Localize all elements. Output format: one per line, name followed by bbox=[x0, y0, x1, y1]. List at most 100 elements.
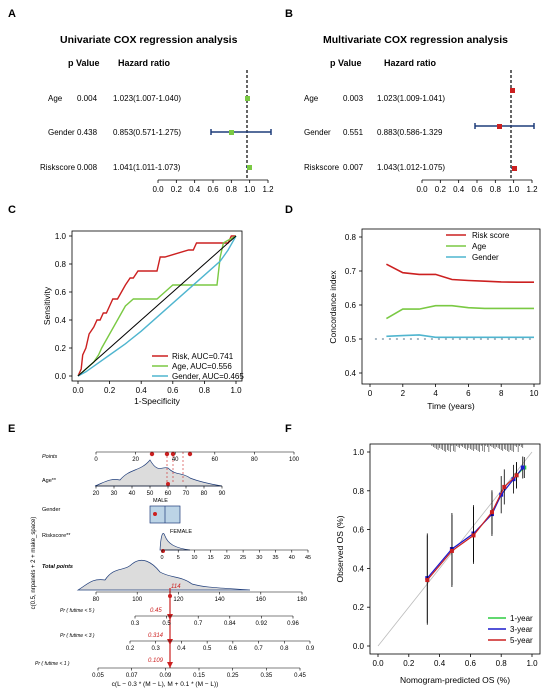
x-tick-label: 0.8 bbox=[199, 386, 211, 395]
riskscore-tick-label: 15 bbox=[208, 555, 214, 561]
x-tick-label: 8 bbox=[499, 389, 504, 398]
x-tick-label: 0.6 bbox=[167, 386, 179, 395]
riskscore-tick-label: 45 bbox=[305, 555, 311, 561]
panel-a-title: Univariate COX regression analysis bbox=[60, 34, 238, 46]
y-tick-label: 0.2 bbox=[353, 603, 365, 612]
y-tick-label: 0.8 bbox=[55, 260, 67, 269]
legend-label-gender: Gender, AUC=0.465 bbox=[172, 372, 244, 381]
gender-label-female: FEMALE bbox=[170, 529, 192, 535]
panel-a-row-p: 0.004 bbox=[77, 94, 98, 103]
riskscore-tick-label: 35 bbox=[272, 555, 278, 561]
panel-label-b: B bbox=[285, 8, 293, 20]
calibration-5year-point bbox=[489, 510, 494, 515]
calibration-5year-line bbox=[426, 474, 518, 581]
y-tick-label: 0.8 bbox=[345, 233, 357, 242]
row-label-riskscore: Riskscore** bbox=[42, 533, 71, 539]
y-tick-label: 0.4 bbox=[55, 316, 67, 325]
row-label-points: Points bbox=[42, 454, 58, 460]
panel-b-col-p: p Value bbox=[330, 58, 362, 68]
x-tick-label: 0.4 bbox=[189, 185, 201, 194]
x-tick-label: 4 bbox=[433, 389, 438, 398]
panel-c-legend: Risk, AUC=0.741 Age, AUC=0.556 Gender, A… bbox=[152, 352, 244, 381]
panel-f-ylabel: Observed OS (%) bbox=[335, 515, 345, 582]
points-tick-label: 20 bbox=[132, 457, 139, 463]
pr5-tick-label: 0.92 bbox=[256, 621, 268, 627]
pr5-tick-label: 0.5 bbox=[162, 621, 171, 627]
x-tick-label: 1.0 bbox=[508, 185, 520, 194]
pr3-tick-label: 0.7 bbox=[254, 646, 263, 652]
y-tick-label: 0.7 bbox=[345, 267, 357, 276]
x-tick-label: 0.2 bbox=[171, 185, 183, 194]
roc-line-gender bbox=[77, 235, 237, 377]
y-tick-label: 0.8 bbox=[353, 487, 365, 496]
panel-b-point-risk bbox=[512, 166, 517, 171]
calibration-5year-point bbox=[449, 548, 454, 553]
panel-e-ylabel: c(0.5, nrpanels + 2 + make_space) bbox=[31, 517, 37, 610]
panel-d-legend: Risk score Age Gender bbox=[446, 231, 510, 262]
panel-e-nomogram: c(0.5, nrpanels + 2 + make_space) c(L − … bbox=[31, 451, 315, 688]
pr5-value: 0.45 bbox=[150, 608, 162, 614]
panel-e-xlabel: c(L − 0.3 * (M − L), M + 0.1 * (M − L)) bbox=[112, 681, 219, 688]
x-tick-label: 1.0 bbox=[526, 659, 538, 668]
panel-d-ylabel: Concordance index bbox=[328, 270, 338, 344]
panel-a-row-hr: 1.023(1.007-1.040) bbox=[113, 94, 182, 103]
panel-b-point-gender bbox=[497, 124, 502, 129]
x-tick-label: 0.8 bbox=[226, 185, 238, 194]
panel-label-f: F bbox=[285, 423, 292, 435]
total-tick-label: 120 bbox=[173, 597, 184, 603]
panel-f-legend: 1-year 3-year 5-year bbox=[488, 614, 533, 645]
panel-label-c: C bbox=[8, 204, 16, 216]
panel-a-point-risk bbox=[247, 165, 252, 170]
point-marker bbox=[187, 451, 193, 457]
riskscore-tick-label: 30 bbox=[256, 555, 262, 561]
y-tick-label: 0.2 bbox=[55, 344, 67, 353]
riskscore-tick-label: 20 bbox=[224, 555, 230, 561]
x-tick-label: 1.2 bbox=[526, 185, 538, 194]
panel-a-row-hr: 0.853(0.571-1.275) bbox=[113, 128, 182, 137]
diagonal-line bbox=[77, 235, 237, 377]
pr5-tick-label: 0.7 bbox=[194, 621, 203, 627]
y-tick-label: 0.6 bbox=[345, 301, 357, 310]
panel-b-row-hr: 1.043(1.012-1.075) bbox=[377, 163, 446, 172]
panel-b-row-hr: 1.023(1.009-1.041) bbox=[377, 94, 446, 103]
pr3-tick-label: 0.4 bbox=[177, 646, 186, 652]
panel-f-calibration-chart: 0.0 0.2 0.4 0.6 0.8 1.0 0.0 0.2 0.4 0.6 0.8 1.0 Nom… bbox=[335, 443, 541, 685]
pr1-value: 0.109 bbox=[148, 658, 164, 664]
x-tick-label: 6 bbox=[466, 389, 471, 398]
panel-a-row-name: Gender bbox=[48, 128, 75, 137]
pr1-tick-label: 0.15 bbox=[193, 673, 205, 679]
x-tick-label: 0.4 bbox=[136, 386, 148, 395]
pr1-tick-label: 0.35 bbox=[260, 673, 272, 679]
age-density bbox=[94, 459, 223, 487]
age-tick-label: 80 bbox=[201, 491, 208, 497]
age-tick-label: 60 bbox=[165, 491, 172, 497]
cindex-line-riskscore bbox=[386, 263, 534, 283]
calibration-5year-point bbox=[425, 578, 430, 583]
total-tick-label: 100 bbox=[132, 597, 143, 603]
panel-label-d: D bbox=[285, 204, 293, 216]
calibration-5year-point bbox=[502, 484, 507, 489]
pr3-tick-label: 0.3 bbox=[152, 646, 161, 652]
panel-b-title: Multivariate COX regression analysis bbox=[323, 34, 508, 46]
age-tick-label: 70 bbox=[183, 491, 190, 497]
panel-b-row-p: 0.003 bbox=[343, 94, 364, 103]
panel-a-row-name: Age bbox=[48, 94, 63, 103]
panel-a-row-p: 0.438 bbox=[77, 128, 98, 137]
x-tick-label: 0.2 bbox=[403, 659, 415, 668]
panel-b-row-p: 0.007 bbox=[343, 163, 364, 172]
gender-label-male: MALE bbox=[153, 498, 168, 504]
cindex-line-gender bbox=[386, 334, 534, 339]
points-tick-label: 0 bbox=[94, 457, 98, 463]
age-tick-label: 90 bbox=[219, 491, 226, 497]
panel-d-frame bbox=[361, 228, 541, 385]
legend-label-age: Age, AUC=0.556 bbox=[172, 362, 232, 371]
pr5-tick-label: 0.3 bbox=[131, 621, 140, 627]
y-tick-label: 0.5 bbox=[345, 335, 357, 344]
riskscore-tick-label: 10 bbox=[191, 555, 197, 561]
legend-label-3year: 3-year bbox=[510, 625, 533, 634]
pr3-tick-label: 0.2 bbox=[126, 646, 135, 652]
points-tick-label: 80 bbox=[251, 457, 258, 463]
x-tick-label: 0.4 bbox=[453, 185, 465, 194]
pr1-tick-label: 0.05 bbox=[92, 673, 104, 679]
calibration-3year-point bbox=[511, 477, 516, 482]
